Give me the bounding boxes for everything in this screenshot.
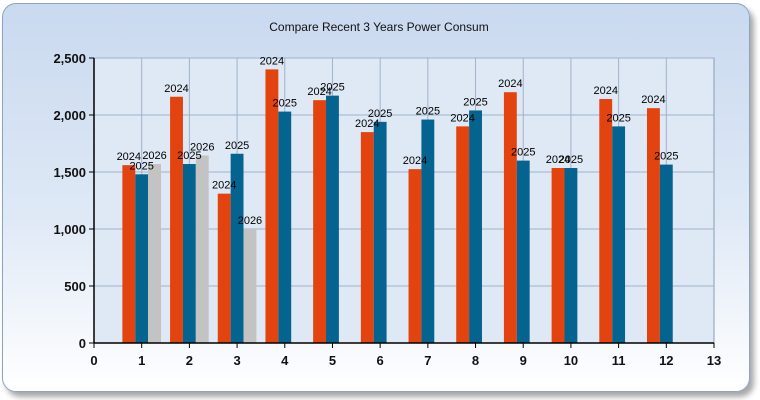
bar-label: 2024	[546, 154, 570, 166]
bar-label: 2025	[225, 140, 249, 152]
bar-2024-1	[122, 165, 136, 343]
bar-2025-2	[182, 164, 196, 343]
bar-label: 2025	[654, 151, 678, 163]
bar-label: 2025	[463, 96, 487, 108]
bar-label: 2024	[260, 55, 284, 67]
chart-panel: Compare Recent 3 Years Power Consum 2024…	[2, 3, 750, 392]
x-tick-label: 8	[472, 353, 479, 368]
bars	[122, 69, 673, 344]
bar-2026-3	[243, 229, 257, 343]
bar-label: 2025	[559, 154, 583, 166]
bar-2024-8	[456, 126, 470, 344]
bar-2025-1	[135, 174, 149, 343]
bar-label: 2025	[606, 112, 630, 124]
bar-2025-7	[421, 119, 435, 343]
x-tick-label: 12	[659, 353, 673, 368]
x-tick-label: 3	[233, 353, 240, 368]
bar-label: 2025	[511, 147, 535, 159]
bar-2024-2	[170, 96, 183, 343]
bar-2026-2	[195, 155, 209, 343]
bar-labels: 2024 2024 2024 2024 2024 2024 2024 2024 2024 2024…	[117, 55, 679, 227]
bar-label: 2024	[403, 155, 427, 167]
bar-label: 2024	[641, 94, 665, 106]
y-tick-label: 2,500	[53, 51, 86, 66]
bar-label: 2026	[142, 150, 166, 162]
bar-label: 2024	[593, 85, 617, 97]
x-tick-label: 7	[424, 353, 431, 368]
bar-2025-10	[564, 168, 578, 343]
x-tick-label: 9	[520, 353, 527, 368]
bar-label: 2025	[416, 106, 440, 118]
x-tick-label: 6	[377, 353, 384, 368]
bar-label: 2024	[355, 118, 379, 130]
bar-label: 2024	[164, 83, 188, 95]
bar-2024-7	[408, 169, 422, 343]
bar-2024-6	[360, 132, 374, 343]
y-tick-label: 2,000	[53, 108, 86, 123]
bar-2025-11	[612, 126, 626, 344]
bar-2025-3	[230, 153, 244, 343]
bar-label: 2024	[498, 78, 522, 90]
bar-label: 2026	[238, 215, 262, 227]
chart-svg: Compare Recent 3 Years Power Consum 2024…	[53, 20, 721, 368]
x-tick-label: 11	[612, 353, 626, 368]
x-tick-label: 0	[90, 353, 97, 368]
bar-2024-3	[217, 193, 231, 343]
bar-label: 2024	[450, 112, 474, 124]
y-tick-label: 1,500	[53, 165, 86, 180]
y-tick-label: 0	[79, 336, 86, 351]
bar-label: 2024	[212, 180, 236, 192]
bar-label: 2025	[177, 150, 201, 162]
x-tick-label: 13	[707, 353, 721, 368]
bar-2024-11	[599, 99, 613, 343]
bar-label: 2024	[307, 86, 331, 98]
x-tick-label: 1	[138, 353, 145, 368]
bar-label: 2025	[320, 82, 344, 94]
bar-2025-6	[373, 121, 387, 343]
bar-2026-1	[148, 164, 162, 343]
bar-label: 2026	[190, 141, 214, 153]
y-tick-label: 500	[64, 279, 86, 294]
bar-2024-4	[265, 69, 279, 344]
bar-label: 2025	[129, 160, 153, 172]
bar-2025-8	[469, 110, 482, 343]
bar-2025-5	[326, 95, 339, 344]
y-tick-label: 1,000	[53, 222, 86, 237]
bar-label: 2024	[117, 151, 141, 163]
x-tick-label: 5	[329, 353, 336, 368]
bar-label: 2025	[368, 108, 392, 120]
bar-2025-4	[278, 111, 292, 343]
chart-title: Compare Recent 3 Years Power Consum	[269, 20, 488, 34]
x-tick-label: 2	[186, 353, 193, 368]
x-tick-label: 4	[281, 353, 289, 368]
bar-2025-12	[659, 164, 673, 343]
bar-2024-12	[646, 108, 660, 343]
bar-2025-9	[516, 160, 530, 343]
x-tick-label: 10	[564, 353, 578, 368]
bar-2024-9	[503, 92, 517, 343]
bar-2024-10	[551, 168, 565, 343]
bar-label: 2025	[273, 98, 297, 110]
bar-2024-5	[313, 100, 327, 344]
